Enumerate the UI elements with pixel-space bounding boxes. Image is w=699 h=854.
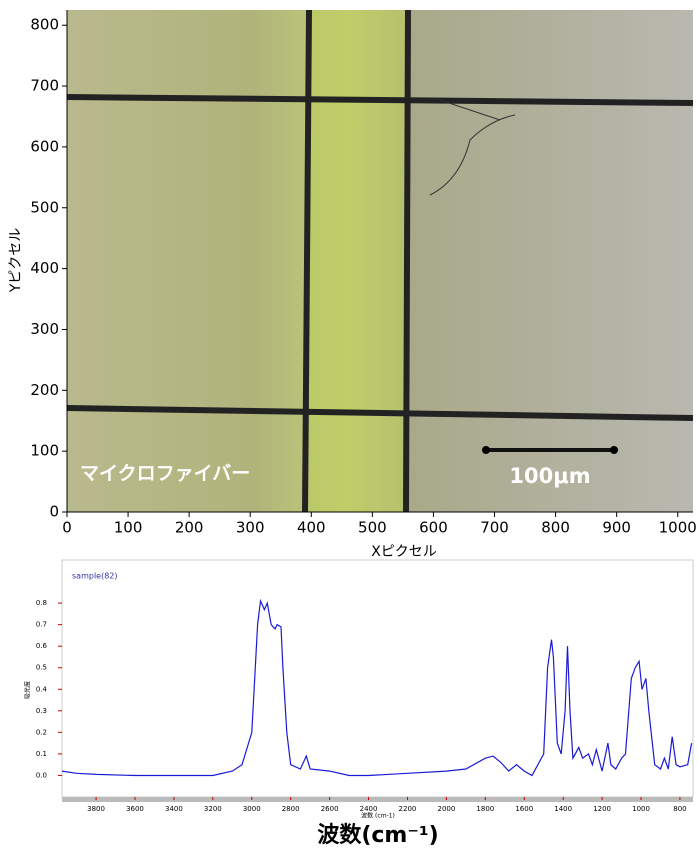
y-tick-label: 700 <box>30 77 59 95</box>
x-axis-label: 波数 (cm-1) <box>361 812 395 820</box>
micrograph <box>66 9 694 513</box>
y-tick-label: 800 <box>30 16 59 34</box>
x-tick-label: 3600 <box>126 805 144 813</box>
y-tick-label: 0.3 <box>36 707 47 715</box>
legend-entry: sample(82) <box>72 572 118 581</box>
y-tick-label: 0.2 <box>36 728 47 736</box>
x-tick-label: 2200 <box>399 805 417 813</box>
y-tick-label: 200 <box>30 381 59 399</box>
x-tick-label: 3200 <box>204 805 222 813</box>
y-tick-label: 0.8 <box>36 599 47 607</box>
y-tick-label: 500 <box>30 198 59 216</box>
x-tick-label: 2600 <box>321 805 339 813</box>
y-tick-label: 0 <box>49 503 59 521</box>
x-tick-label: 2400 <box>360 805 378 813</box>
x-tick-label: 2800 <box>282 805 300 813</box>
chart-title: 波数(cm⁻¹) <box>317 822 438 848</box>
x-tick-label: 400 <box>297 519 326 537</box>
y-tick-label: 600 <box>30 137 59 155</box>
y-tick-label: 300 <box>30 320 59 338</box>
y-tick-label: 0.4 <box>36 685 48 693</box>
x-tick-label: 800 <box>541 519 570 537</box>
annotation: 100μm <box>509 464 590 488</box>
x-tick-label: 1200 <box>593 805 611 813</box>
x-tick-label: 900 <box>602 519 631 537</box>
x-axis-label: Xピクセル <box>371 544 437 560</box>
x-tick-label: 1600 <box>515 805 533 813</box>
x-tick-label: 100 <box>114 519 143 537</box>
y-axis-label: 吸光度 <box>24 681 32 699</box>
x-tick-label: 2000 <box>437 805 455 813</box>
plot-area <box>61 559 694 798</box>
x-tick-label: 800 <box>673 805 686 813</box>
x-tick-label: 1800 <box>476 805 494 813</box>
x-tick-label: 200 <box>175 519 204 537</box>
x-tick-label: 3800 <box>87 805 105 813</box>
x-tick-label: 1400 <box>554 805 572 813</box>
y-tick-label: 400 <box>30 259 59 277</box>
y-tick-label: 100 <box>30 442 59 460</box>
y-axis-label: Yピクセル <box>8 228 24 294</box>
x-tick-label: 700 <box>480 519 509 537</box>
annotation: マイクロファイバー <box>80 463 250 485</box>
x-tick-label: 300 <box>236 519 265 537</box>
x-tick-label: 0 <box>62 519 72 537</box>
x-tick-label: 1000 <box>659 519 697 537</box>
y-tick-label: 0.1 <box>36 750 47 758</box>
y-tick-label: 0.0 <box>36 771 47 779</box>
x-tick-label: 500 <box>358 519 387 537</box>
y-tick-label: 0.6 <box>36 642 48 650</box>
spectrum-line <box>61 598 693 777</box>
x-tick-label: 3400 <box>165 805 183 813</box>
y-tick-label: 0.7 <box>36 621 47 629</box>
y-tick-label: 0.5 <box>36 664 47 672</box>
x-axis-bar <box>62 797 693 802</box>
x-tick-label: 1000 <box>632 805 650 813</box>
x-tick-label: 600 <box>419 519 448 537</box>
x-tick-label: 3000 <box>243 805 261 813</box>
